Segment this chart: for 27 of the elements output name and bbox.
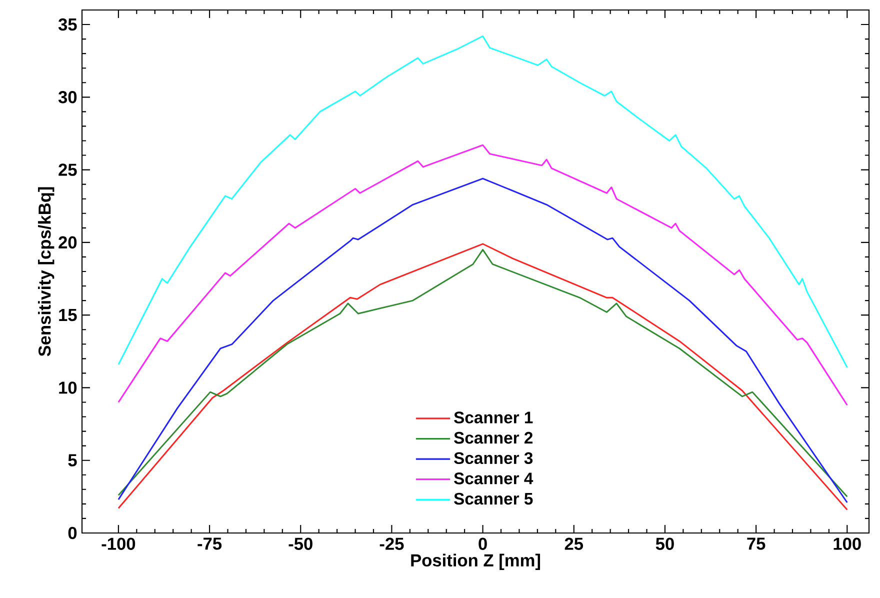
legend-label: Scanner 1 xyxy=(454,412,533,424)
x-tick-label: 0 xyxy=(478,538,487,550)
y-tick-label: 20 xyxy=(58,236,77,249)
y-tick-label: 0 xyxy=(68,526,77,540)
x-tick-label: 25 xyxy=(564,538,584,550)
y-tick-label: 30 xyxy=(58,91,77,104)
legend-label: Scanner 3 xyxy=(454,452,533,464)
x-tick-label: -25 xyxy=(380,538,404,550)
y-tick-label: 15 xyxy=(59,309,77,322)
y-axis-title: Sensitivity [cps/kBq] xyxy=(38,187,54,356)
legend-label: Scanner 4 xyxy=(454,472,534,484)
x-tick-label: 75 xyxy=(747,538,766,550)
legend-label: Scanner 2 xyxy=(454,432,533,444)
x-tick-label: -50 xyxy=(288,538,312,550)
line-series xyxy=(118,35,848,368)
x-tick-label: -75 xyxy=(198,538,222,550)
x-tick-label: 100 xyxy=(834,538,861,550)
y-tick-label: 5 xyxy=(68,454,77,466)
y-tick-label: 25 xyxy=(58,164,77,176)
y-tick-label: 10 xyxy=(59,382,77,394)
line-series xyxy=(118,144,848,406)
x-axis-title: Position Z [mm] xyxy=(411,554,540,570)
legend-label: Scanner 5 xyxy=(454,492,533,505)
x-tick-label: -100 xyxy=(102,538,136,550)
x-tick-label: 50 xyxy=(656,538,674,550)
line-series xyxy=(118,178,848,504)
y-tick-label: 35 xyxy=(58,18,77,31)
